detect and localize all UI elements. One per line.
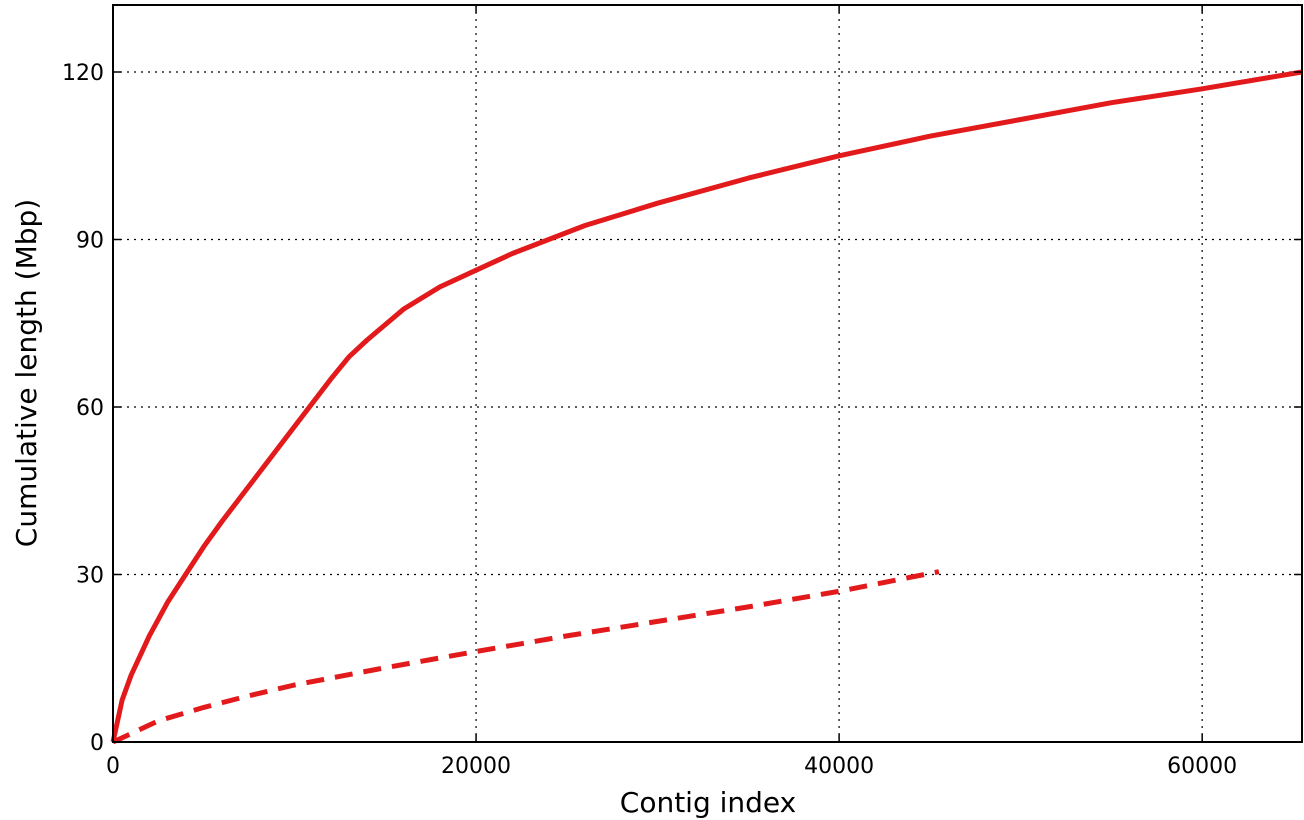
- y-tick-label: 0: [90, 731, 104, 756]
- y-tick-label: 120: [62, 61, 104, 86]
- y-tick-label: 90: [76, 229, 104, 254]
- y-axis-label: Cumulative length (Mbp): [10, 199, 43, 547]
- plot-frame: [112, 4, 1303, 743]
- y-tick-label: 30: [76, 564, 104, 589]
- grid-lines: [113, 5, 1302, 742]
- series-line-solid: [110, 69, 1303, 743]
- x-tick-label: 20000: [441, 754, 511, 779]
- x-tick-label: 0: [106, 754, 120, 779]
- x-axis-label: Contig index: [620, 786, 796, 819]
- series-group: [110, 69, 1303, 745]
- y-tick-label: 60: [76, 396, 104, 421]
- series-line-dashed: [111, 569, 940, 745]
- x-tick-label: 60000: [1167, 754, 1237, 779]
- ticks: 0 20000 40000 60000 0 30 60 90 120: [62, 5, 1302, 779]
- x-tick-label: 40000: [804, 754, 874, 779]
